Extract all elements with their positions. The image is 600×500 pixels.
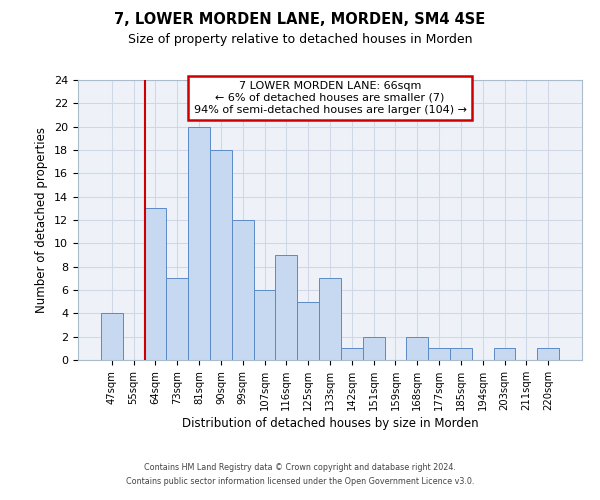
Bar <box>101 314 123 360</box>
Bar <box>319 278 341 360</box>
Bar <box>341 348 363 360</box>
Bar <box>254 290 275 360</box>
Text: Contains public sector information licensed under the Open Government Licence v3: Contains public sector information licen… <box>126 477 474 486</box>
Bar <box>494 348 515 360</box>
Bar <box>210 150 232 360</box>
Bar <box>297 302 319 360</box>
Bar <box>537 348 559 360</box>
Text: 7 LOWER MORDEN LANE: 66sqm
← 6% of detached houses are smaller (7)
94% of semi-d: 7 LOWER MORDEN LANE: 66sqm ← 6% of detac… <box>193 82 467 114</box>
Text: Contains HM Land Registry data © Crown copyright and database right 2024.: Contains HM Land Registry data © Crown c… <box>144 464 456 472</box>
Text: Size of property relative to detached houses in Morden: Size of property relative to detached ho… <box>128 32 472 46</box>
Bar <box>145 208 166 360</box>
Bar <box>188 126 210 360</box>
Y-axis label: Number of detached properties: Number of detached properties <box>35 127 49 313</box>
Bar <box>232 220 254 360</box>
Bar <box>166 278 188 360</box>
Bar <box>406 336 428 360</box>
Bar <box>428 348 450 360</box>
Bar <box>450 348 472 360</box>
X-axis label: Distribution of detached houses by size in Morden: Distribution of detached houses by size … <box>182 417 478 430</box>
Bar <box>275 255 297 360</box>
Bar <box>363 336 385 360</box>
Text: 7, LOWER MORDEN LANE, MORDEN, SM4 4SE: 7, LOWER MORDEN LANE, MORDEN, SM4 4SE <box>115 12 485 28</box>
